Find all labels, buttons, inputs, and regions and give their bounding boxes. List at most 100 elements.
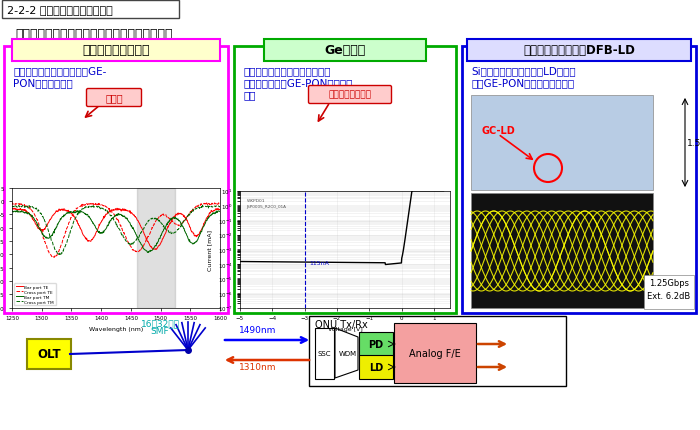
Bar port TE bbox=[8, 207, 16, 212]
Text: 双方向波長合分波器: 双方向波長合分波器 bbox=[83, 43, 150, 56]
Text: Siフォト集積チップ上にLDを実装: Siフォト集積チップ上にLDを実装 bbox=[471, 66, 575, 76]
Text: 1310nm: 1310nm bbox=[239, 362, 276, 371]
Text: LD: LD bbox=[369, 362, 383, 372]
Bar port TE bbox=[216, 208, 224, 213]
Text: 上下方向波長の分離特性でGE-: 上下方向波長の分離特性でGE- bbox=[13, 66, 106, 76]
Text: OLT: OLT bbox=[37, 348, 61, 361]
Cross port TM bbox=[54, 252, 62, 258]
Text: 1.25Gbps
Ext. 6.2dB: 1.25Gbps Ext. 6.2dB bbox=[648, 279, 691, 300]
FancyBboxPatch shape bbox=[467, 40, 691, 62]
Bar port TM bbox=[8, 209, 16, 214]
FancyBboxPatch shape bbox=[309, 86, 391, 104]
Cross port TE bbox=[107, 209, 116, 214]
Text: チップ内、送信・受信回路の隔離: チップ内、送信・受信回路の隔離 bbox=[525, 41, 623, 51]
Cross port TE bbox=[216, 201, 224, 206]
Text: 16～32分岐: 16～32分岐 bbox=[141, 318, 179, 327]
Cross port TM bbox=[107, 213, 116, 218]
Cross port TE bbox=[108, 211, 117, 216]
Text: JSP0005_R2C0_01A: JSP0005_R2C0_01A bbox=[246, 205, 286, 209]
FancyBboxPatch shape bbox=[394, 323, 476, 383]
Text: 世界初: 世界初 bbox=[105, 93, 122, 103]
Line: Cross port TM: Cross port TM bbox=[12, 206, 220, 255]
Cross port TM bbox=[8, 204, 16, 209]
FancyBboxPatch shape bbox=[234, 47, 456, 313]
Text: 低暗電流と偏波無依存受光感度: 低暗電流と偏波無依存受光感度 bbox=[243, 66, 330, 76]
FancyBboxPatch shape bbox=[12, 40, 220, 62]
FancyBboxPatch shape bbox=[359, 355, 393, 379]
Text: 受光感度の高度化: 受光感度の高度化 bbox=[318, 41, 372, 51]
Text: ONU Tx/Rx: ONU Tx/Rx bbox=[315, 319, 368, 329]
FancyBboxPatch shape bbox=[4, 47, 228, 313]
Polygon shape bbox=[335, 328, 358, 378]
Text: 1.5mm: 1.5mm bbox=[687, 138, 700, 147]
Cross port TE bbox=[211, 202, 220, 207]
Bar port TM bbox=[107, 218, 116, 223]
Bar port TE bbox=[179, 214, 188, 219]
FancyBboxPatch shape bbox=[2, 1, 179, 19]
Cross port TM bbox=[211, 204, 220, 209]
Bar port TM bbox=[108, 216, 117, 221]
Text: 1490nm: 1490nm bbox=[239, 325, 276, 334]
Text: Ge受光器: Ge受光器 bbox=[324, 43, 365, 56]
Text: Analog F/E: Analog F/E bbox=[409, 348, 461, 358]
Text: SMF: SMF bbox=[150, 326, 169, 335]
Cross port TE bbox=[121, 234, 130, 239]
Text: PON規格を達成。: PON規格を達成。 bbox=[13, 78, 73, 88]
Cross port TM bbox=[198, 203, 206, 208]
Text: WKPD01: WKPD01 bbox=[246, 199, 265, 203]
Text: ど。: ど。 bbox=[243, 90, 256, 100]
Line: Bar port TM: Bar port TM bbox=[12, 211, 220, 253]
Text: 世界トップレベル: 世界トップレベル bbox=[328, 90, 372, 99]
Cross port TE bbox=[179, 220, 188, 225]
FancyBboxPatch shape bbox=[87, 89, 141, 107]
Line: Bar port TE: Bar port TE bbox=[12, 209, 220, 250]
Bar port TM bbox=[144, 250, 152, 255]
Text: PD: PD bbox=[368, 339, 384, 349]
Text: SSC: SSC bbox=[317, 350, 330, 356]
FancyBboxPatch shape bbox=[462, 47, 696, 313]
Text: 偏波無依存化: 偏波無依存化 bbox=[96, 41, 136, 51]
Y-axis label: Current [mA]: Current [mA] bbox=[207, 229, 212, 270]
Cross port TM bbox=[121, 237, 130, 242]
Cross port TE bbox=[8, 201, 17, 206]
Text: 115nA: 115nA bbox=[309, 261, 329, 266]
Text: し、GE-PON伝送規格を達成。: し、GE-PON伝送規格を達成。 bbox=[471, 78, 574, 88]
Bar port TM bbox=[121, 215, 130, 220]
Text: 2-2-2 企業間ネットワーク接続: 2-2-2 企業間ネットワーク接続 bbox=[7, 5, 113, 15]
Bar bbox=[471, 96, 653, 190]
Text: 特性を達成し、GE-PON適用にめ: 特性を達成し、GE-PON適用にめ bbox=[243, 78, 352, 88]
X-axis label: Voltage [V]: Voltage [V] bbox=[328, 326, 363, 331]
FancyBboxPatch shape bbox=[309, 316, 566, 386]
Bar port TE bbox=[211, 207, 220, 212]
Cross port TE bbox=[132, 249, 141, 255]
Bar bbox=[471, 194, 653, 308]
Cross port TE bbox=[50, 255, 58, 261]
X-axis label: Wavelength (nm): Wavelength (nm) bbox=[89, 326, 143, 331]
Cross port TM bbox=[108, 215, 117, 221]
Bar port TE bbox=[132, 215, 141, 221]
FancyBboxPatch shape bbox=[644, 275, 694, 309]
Bar port TE bbox=[10, 206, 19, 211]
FancyBboxPatch shape bbox=[359, 332, 393, 356]
Cross port TM bbox=[178, 220, 187, 225]
Bar port TE bbox=[152, 247, 160, 252]
Bar port TE bbox=[108, 208, 117, 213]
Text: アクセスネットワークへの光電子集積回路展開: アクセスネットワークへの光電子集積回路展開 bbox=[15, 28, 172, 41]
Bar port TM bbox=[13, 209, 21, 214]
FancyBboxPatch shape bbox=[314, 328, 333, 379]
FancyBboxPatch shape bbox=[27, 339, 71, 369]
Cross port TE bbox=[8, 201, 16, 206]
Cross port TM bbox=[216, 205, 224, 210]
Legend: Bar port TE, Cross port TE, Bar port TM, Cross port TM: Bar port TE, Cross port TE, Bar port TM,… bbox=[14, 283, 55, 306]
Text: WDM: WDM bbox=[338, 350, 356, 356]
Bar port TE bbox=[107, 209, 116, 214]
Bar port TM bbox=[211, 210, 220, 215]
Text: GC-LD: GC-LD bbox=[481, 126, 514, 136]
Bar bbox=[136, 188, 176, 308]
Bar port TM bbox=[179, 225, 188, 230]
Bar port TE bbox=[121, 209, 130, 214]
Bar port TM bbox=[216, 209, 224, 215]
Line: Cross port TE: Cross port TE bbox=[12, 203, 220, 258]
FancyBboxPatch shape bbox=[264, 40, 426, 62]
Bar port TM bbox=[132, 233, 141, 238]
